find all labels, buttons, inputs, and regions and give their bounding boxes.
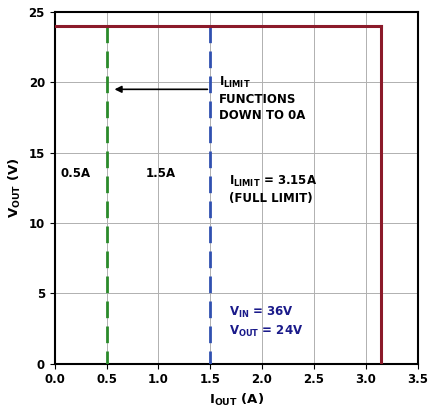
Text: V$_\mathregular{IN}$ = 36V
V$_\mathregular{OUT}$ = 24V: V$_\mathregular{IN}$ = 36V V$_\mathregul… [228,305,302,339]
Text: 1.5A: 1.5A [145,167,176,180]
Text: I$_\mathregular{LIMIT}$
FUNCTIONS
DOWN TO 0A: I$_\mathregular{LIMIT}$ FUNCTIONS DOWN T… [218,75,304,122]
X-axis label: I$_\mathregular{OUT}$ (A): I$_\mathregular{OUT}$ (A) [208,392,263,408]
Text: 0.5A: 0.5A [61,167,91,180]
Y-axis label: V$_\mathregular{OUT}$ (V): V$_\mathregular{OUT}$ (V) [7,158,23,218]
Text: I$_\mathregular{LIMIT}$ = 3.15A
(FULL LIMIT): I$_\mathregular{LIMIT}$ = 3.15A (FULL LI… [228,174,316,205]
